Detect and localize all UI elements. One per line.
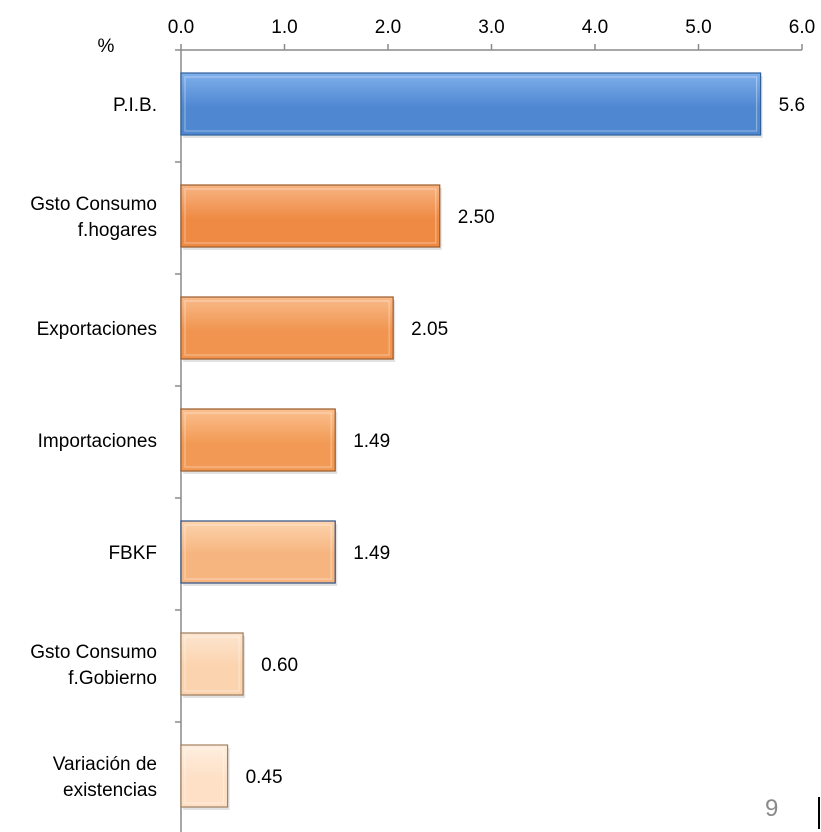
category-label: Gsto Consumo f.Gobierno [30, 642, 157, 689]
page-divider [818, 797, 820, 829]
category-label-line: P.I.B. [113, 95, 157, 116]
category-label: Variación de existencias [53, 754, 157, 801]
category-label-line: existencias [63, 780, 157, 801]
category-label: Gsto Consumo f.hogares [30, 194, 157, 241]
bar [180, 744, 229, 808]
x-axis: 0.0 1.0 2.0 3.0 4.0 5.0 6.0% [98, 17, 816, 57]
category-label: FBKF [108, 543, 157, 564]
x-tick-label: 6.0 [789, 17, 815, 38]
bar-bevel [184, 524, 332, 580]
bar [180, 184, 441, 248]
bar [180, 632, 244, 696]
labels-group: 5.6 P.I.B. 2.50 Gsto Consumo f.hogares 2.05 Ex… [30, 95, 805, 801]
bar [180, 408, 336, 472]
category-label-line: f.Gobierno [68, 668, 157, 689]
x-tick-label: 3.0 [478, 17, 504, 38]
value-label: 2.05 [411, 319, 448, 340]
category-label: P.I.B. [113, 95, 157, 116]
x-tick-label: 0.0 [168, 17, 194, 38]
value-label: 2.50 [458, 207, 495, 228]
bar-bevel [184, 300, 390, 356]
bar [180, 72, 762, 136]
bar-bevel [184, 412, 332, 468]
x-tick-label: 1.0 [271, 17, 297, 38]
page-number: 9 [765, 795, 779, 822]
unit-label: % [98, 36, 115, 57]
category-label-line: FBKF [108, 543, 157, 564]
value-label: 5.6 [779, 95, 805, 116]
bar [180, 520, 336, 584]
bars-group [180, 72, 763, 810]
bar-bevel [184, 188, 437, 244]
category-label: Importaciones [38, 431, 157, 452]
bar-bevel [184, 636, 240, 692]
bar-bevel [184, 76, 758, 132]
category-label-line: Gsto Consumo [30, 642, 157, 663]
y-axis [175, 49, 182, 832]
value-label: 1.49 [353, 431, 390, 452]
category-label-line: Importaciones [38, 431, 157, 452]
category-label-line: Gsto Consumo [30, 194, 157, 215]
category-label-line: Exportaciones [37, 319, 157, 340]
category-label: Exportaciones [37, 319, 157, 340]
value-label: 0.45 [246, 767, 283, 788]
category-label-line: Variación de [53, 754, 157, 775]
bar-bevel [184, 748, 225, 804]
value-label: 1.49 [353, 543, 390, 564]
category-label-line: f.hogares [78, 220, 157, 241]
bar [180, 296, 394, 360]
x-tick-label: 5.0 [685, 17, 711, 38]
x-tick-label: 2.0 [375, 17, 401, 38]
value-label: 0.60 [261, 655, 298, 676]
x-tick-label: 4.0 [582, 17, 608, 38]
